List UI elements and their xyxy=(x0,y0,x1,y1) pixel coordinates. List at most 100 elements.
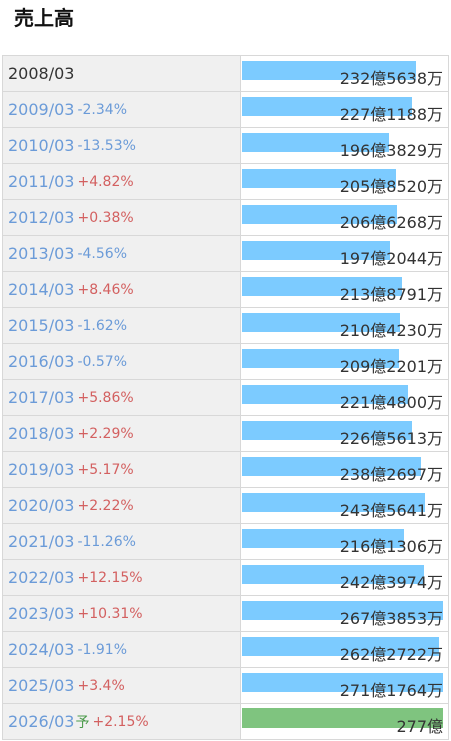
fiscal-year-cell: 2026/03 予 +2.15% xyxy=(2,704,241,739)
fiscal-year-label: 2008/03 xyxy=(8,64,75,83)
revenue-bar xyxy=(242,61,416,80)
fiscal-year-label: 2013/03 xyxy=(8,244,75,263)
yoy-change-label: -13.53% xyxy=(77,137,136,154)
revenue-bar-cell: 213億8791万 xyxy=(241,272,449,307)
revenue-bar-cell: 221億4800万 xyxy=(241,380,449,415)
yoy-change-label: +10.31% xyxy=(77,605,143,622)
table-row: 2023/03 +10.31% 267億3853万 xyxy=(2,596,449,632)
table-row: 2022/03 +12.15% 242億3974万 xyxy=(2,560,449,596)
yoy-change-label: -11.26% xyxy=(77,533,136,550)
revenue-amount: 277億 xyxy=(396,717,443,736)
fiscal-year-cell: 2016/03 -0.57% xyxy=(2,344,241,379)
fiscal-year-cell: 2020/03 +2.22% xyxy=(2,488,241,523)
fiscal-year-cell: 2024/03 -1.91% xyxy=(2,632,241,667)
revenue-bar-cell: 271億1764万 xyxy=(241,668,449,703)
yoy-change-label: +5.17% xyxy=(77,461,134,478)
revenue-amount: 232億5638万 xyxy=(339,69,443,88)
table-row: 2011/03 +4.82% 205億8520万 xyxy=(2,164,449,200)
table-row: 2018/03 +2.29% 226億5613万 xyxy=(2,416,449,452)
yoy-change-label: +2.15% xyxy=(92,713,149,730)
revenue-bar-cell: 226億5613万 xyxy=(241,416,449,451)
revenue-amount: 226億5613万 xyxy=(339,429,443,448)
fiscal-year-cell: 2021/03 -11.26% xyxy=(2,524,241,559)
revenue-bar xyxy=(242,313,400,332)
revenue-table: 2008/03 232億5638万 2009/03 -2.34% 227億1188万 20… xyxy=(2,55,449,740)
revenue-bar xyxy=(242,529,404,548)
yoy-change-label: -0.57% xyxy=(77,353,127,370)
fiscal-year-label: 2023/03 xyxy=(8,604,75,623)
revenue-amount: 267億3853万 xyxy=(339,609,443,628)
yoy-change-label: +12.15% xyxy=(77,569,143,586)
fiscal-year-label: 2012/03 xyxy=(8,208,75,227)
yoy-change-label: +2.29% xyxy=(77,425,134,442)
revenue-bar-cell: 242億3974万 xyxy=(241,560,449,595)
fiscal-year-label: 2014/03 xyxy=(8,280,75,299)
revenue-bar xyxy=(242,421,412,440)
table-row: 2019/03 +5.17% 238億2697万 xyxy=(2,452,449,488)
fiscal-year-label: 2025/03 xyxy=(8,676,75,695)
table-row: 2025/03 +3.4% 271億1764万 xyxy=(2,668,449,704)
revenue-bar xyxy=(242,277,402,296)
revenue-bar xyxy=(242,97,412,116)
revenue-amount: 206億6268万 xyxy=(339,213,443,232)
fiscal-year-cell: 2025/03 +3.4% xyxy=(2,668,241,703)
revenue-bar xyxy=(242,493,425,512)
yoy-change-label: -1.91% xyxy=(77,641,127,658)
table-row: 2008/03 232億5638万 xyxy=(2,56,449,92)
fiscal-year-label: 2016/03 xyxy=(8,352,75,371)
table-row: 2014/03 +8.46% 213億8791万 xyxy=(2,272,449,308)
revenue-bar xyxy=(242,457,421,476)
revenue-bar-cell: 216億1306万 xyxy=(241,524,449,559)
table-row: 2010/03 -13.53% 196億3829万 xyxy=(2,128,449,164)
revenue-amount: 227億1188万 xyxy=(339,105,443,124)
fiscal-year-label: 2011/03 xyxy=(8,172,75,191)
yoy-change-label: +0.38% xyxy=(77,209,134,226)
revenue-bar xyxy=(242,385,408,404)
yoy-change-label: +5.86% xyxy=(77,389,134,406)
fiscal-year-cell: 2019/03 +5.17% xyxy=(2,452,241,487)
fiscal-year-cell: 2010/03 -13.53% xyxy=(2,128,241,163)
fiscal-year-label: 2017/03 xyxy=(8,388,75,407)
revenue-amount: 271億1764万 xyxy=(339,681,443,700)
fiscal-year-label: 2024/03 xyxy=(8,640,75,659)
fiscal-year-cell: 2009/03 -2.34% xyxy=(2,92,241,127)
revenue-bar xyxy=(242,241,390,260)
table-row: 2013/03 -4.56% 197億2044万 xyxy=(2,236,449,272)
revenue-bar xyxy=(242,673,443,692)
revenue-bar xyxy=(242,637,439,656)
revenue-amount: 213億8791万 xyxy=(339,285,443,304)
fiscal-year-cell: 2013/03 -4.56% xyxy=(2,236,241,271)
yoy-change-label: +8.46% xyxy=(77,281,134,298)
forecast-revenue-bar xyxy=(242,708,443,728)
revenue-bar xyxy=(242,565,424,584)
fiscal-year-cell: 2008/03 xyxy=(2,56,241,91)
fiscal-year-cell: 2011/03 +4.82% xyxy=(2,164,241,199)
fiscal-year-label: 2022/03 xyxy=(8,568,75,587)
table-row: 2016/03 -0.57% 209億2201万 xyxy=(2,344,449,380)
revenue-amount: 221億4800万 xyxy=(339,393,443,412)
revenue-bar-cell: 205億8520万 xyxy=(241,164,449,199)
revenue-bar-cell: 196億3829万 xyxy=(241,128,449,163)
fiscal-year-label: 2021/03 xyxy=(8,532,75,551)
revenue-amount: 205億8520万 xyxy=(339,177,443,196)
table-row: 2024/03 -1.91% 262億2722万 xyxy=(2,632,449,668)
revenue-bar xyxy=(242,133,389,152)
yoy-change-label: +2.22% xyxy=(77,497,134,514)
revenue-bar xyxy=(242,349,399,368)
revenue-amount: 210億4230万 xyxy=(339,321,443,340)
fiscal-year-cell: 2012/03 +0.38% xyxy=(2,200,241,235)
revenue-bar-cell: 197億2044万 xyxy=(241,236,449,271)
yoy-change-label: -2.34% xyxy=(77,101,127,118)
revenue-amount: 197億2044万 xyxy=(339,249,443,268)
table-row: 2012/03 +0.38% 206億6268万 xyxy=(2,200,449,236)
table-row: 2009/03 -2.34% 227億1188万 xyxy=(2,92,449,128)
fiscal-year-label: 2010/03 xyxy=(8,136,75,155)
section-title: 売上高 xyxy=(14,6,74,30)
fiscal-year-label: 2015/03 xyxy=(8,316,75,335)
revenue-bar-cell: 209億2201万 xyxy=(241,344,449,379)
revenue-amount: 242億3974万 xyxy=(339,573,443,592)
revenue-bar-cell: 277億 xyxy=(241,704,449,739)
revenue-amount: 209億2201万 xyxy=(339,357,443,376)
revenue-amount: 196億3829万 xyxy=(339,141,443,160)
revenue-bar-cell: 262億2722万 xyxy=(241,632,449,667)
